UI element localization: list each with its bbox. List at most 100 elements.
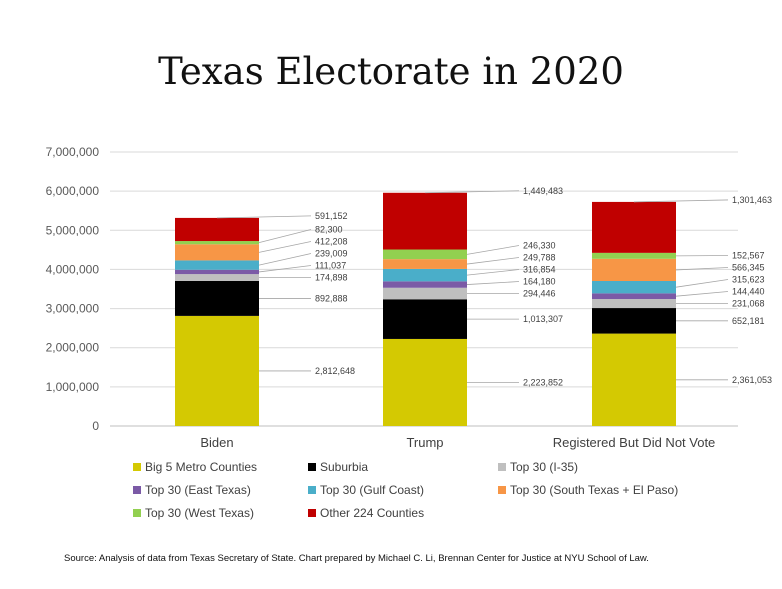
data-label: 231,068 [732,299,765,309]
bar-segment [592,201,676,253]
x-axis: Biden Trump Registered But Did Not Vote [200,435,715,450]
data-labels: 2,812,648 892,888 174,898 111,037 239,009 412… [315,186,772,388]
label-leader-line [675,267,729,271]
y-tick-label: 3,000,000 [46,302,100,316]
category-label: Biden [200,435,233,450]
y-tick-label: 1,000,000 [46,380,100,394]
label-leader-line [466,281,520,285]
data-label: 164,180 [523,277,556,287]
data-label: 239,009 [315,249,348,259]
legend-label: Suburbia [320,460,369,474]
label-leader-line [216,215,312,219]
data-label: 1,449,483 [523,186,563,196]
y-tick-label: 2,000,000 [46,341,100,355]
data-label: 652,181 [732,316,765,326]
category-label: Registered But Did Not Vote [553,435,716,450]
bar-segment [592,281,676,294]
legend-swatch [498,462,506,471]
bar-segment [175,269,259,275]
bar-segment [383,259,467,269]
data-label: 315,623 [732,275,765,285]
legend-item: Top 30 (South Texas + El Paso) [498,483,678,497]
data-label: 316,854 [523,265,556,275]
legend-item: Top 30 (East Texas) [133,483,251,497]
legend-item: Big 5 Metro Counties [133,460,257,474]
bar-segment [175,260,259,270]
data-label: 111,037 [315,261,346,271]
data-label: 2,361,053 [732,375,772,385]
data-label: 144,440 [732,287,765,297]
label-leaders [216,190,729,383]
legend-swatch [498,485,506,494]
bar-segment [592,293,676,300]
label-leader-line [258,253,312,266]
data-label: 412,208 [315,237,348,247]
data-label: 294,446 [523,289,556,299]
legend-label: Top 30 (I-35) [510,460,579,474]
y-tick-label: 7,000,000 [46,145,100,159]
y-tick-label: 4,000,000 [46,262,100,276]
bar-segment [175,217,259,242]
label-leader-line [258,229,312,244]
data-label: 1,013,307 [523,314,563,324]
label-leader-line [424,190,520,194]
bar-segment [383,281,467,288]
legend-swatch [133,485,141,494]
bar-segment [175,241,259,245]
bar-segment [592,258,676,282]
bars [175,192,676,426]
y-tick-label: 0 [92,419,99,433]
legend-label: Top 30 (East Texas) [145,483,251,497]
legend-item: Other 224 Counties [308,506,424,520]
label-leader-line [633,199,729,203]
chart-title: Texas Electorate in 2020 [158,50,624,93]
legend-label: Top 30 (South Texas + El Paso) [510,483,679,497]
data-label: 246,330 [523,241,556,251]
label-leader-line [466,269,520,276]
bar-segment [175,244,259,261]
bar-segment [592,252,676,259]
label-leader-line [466,245,520,255]
legend-label: Big 5 Metro Counties [145,460,258,474]
bar-segment [175,280,259,316]
source-note: Source: Analysis of data from Texas Secr… [64,553,649,564]
legend-label: Top 30 (Gulf Coast) [320,483,425,497]
legend-label: Other 224 Counties [320,506,425,520]
data-label: 566,345 [732,263,765,273]
y-tick-label: 6,000,000 [46,184,100,198]
legend-swatch [308,485,316,494]
label-leader-line [258,265,312,273]
data-label: 249,788 [523,253,556,263]
bar-segment [383,192,467,250]
data-label: 591,152 [315,211,348,221]
legend-item: Top 30 (I-35) [498,460,578,474]
bar-segment [175,315,259,426]
stacked-bar-chart: 0 1,000,000 2,000,000 3,000,000 4,000,000 5,0… [46,145,772,450]
data-label: 2,812,648 [315,366,355,376]
data-label: 174,898 [315,273,348,283]
bar-segment [592,333,676,426]
data-label: 892,888 [315,293,348,303]
bar-segment [175,274,259,281]
y-axis: 0 1,000,000 2,000,000 3,000,000 4,000,000 5,0… [46,145,100,433]
bar-segment [383,249,467,260]
data-label: 1,301,463 [732,195,772,205]
bar-segment [383,268,467,282]
data-label: 82,300 [315,225,343,235]
bar-segment [383,299,467,339]
legend-swatch [133,508,141,517]
label-leader-line [675,291,729,297]
legend-swatch [308,508,316,517]
legend-item: Top 30 (West Texas) [133,506,254,520]
data-label: 2,223,852 [523,377,563,387]
bar-segment [592,308,676,334]
label-leader-line [675,279,729,288]
bar-segment [383,338,467,426]
label-leader-line [258,241,312,253]
label-leader-line [466,257,520,265]
data-label: 152,567 [732,251,765,261]
y-tick-label: 5,000,000 [46,223,100,237]
category-label: Trump [406,435,443,450]
legend-label: Top 30 (West Texas) [145,506,254,520]
bar-segment [383,287,467,300]
